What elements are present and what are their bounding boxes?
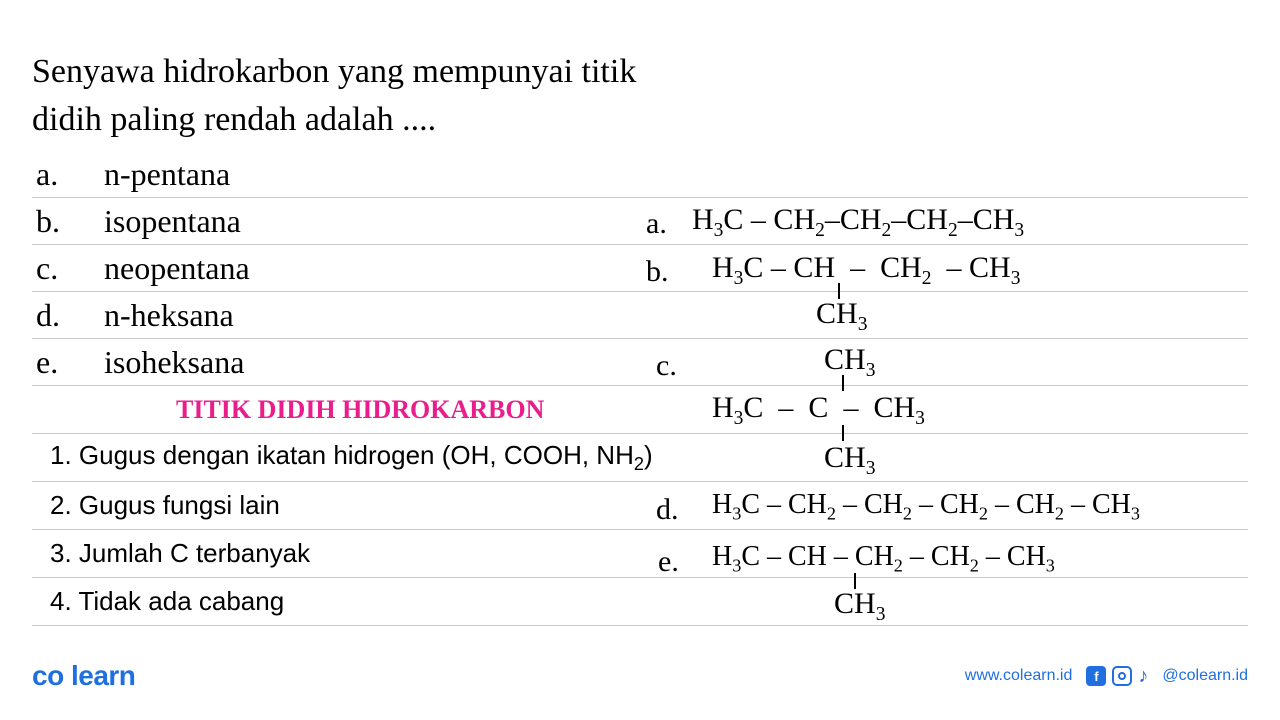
question-line2: didih paling rendah adalah ....: [32, 101, 436, 138]
option-e-row: e. isoheksana: [32, 339, 1248, 386]
structure-e-branch: CH3: [834, 589, 885, 625]
notes-title-row: TITIK DIDIH HIDROKARBON: [32, 386, 1248, 434]
footer-handle: @colearn.id: [1162, 667, 1248, 685]
structure-e-label: e.: [658, 547, 679, 577]
tiktok-icon: ♪: [1138, 665, 1148, 688]
option-c-letter: c.: [36, 250, 104, 287]
structure-c-label: c.: [656, 351, 677, 381]
option-d-letter: d.: [36, 297, 104, 334]
option-e-text: isoheksana: [104, 344, 244, 381]
structure-c-bond-top: [842, 375, 844, 391]
note-4-text: 4. Tidak ada cabang: [36, 586, 284, 617]
structure-c-bottom: CH3: [824, 443, 875, 479]
option-b-text: isopentana: [104, 203, 241, 240]
note-1-text: 1. Gugus dengan ikatan hidrogen (OH, COO…: [36, 440, 653, 475]
structure-e-main: H3C – CH – CH2 – CH2 – CH3: [712, 543, 1055, 575]
option-d-text: n-heksana: [104, 297, 234, 334]
option-b-letter: b.: [36, 203, 104, 240]
option-d-row: d. n-heksana: [32, 292, 1248, 339]
structure-a-label: a.: [646, 209, 667, 239]
option-c-row: c. neopentana: [32, 245, 1248, 292]
note-3-row: 3. Jumlah C terbanyak: [32, 530, 1248, 578]
question-text: Senyawa hidrokarbon yang mempunyai titik…: [32, 48, 1248, 143]
instagram-icon: [1112, 666, 1132, 686]
note-1-row: 1. Gugus dengan ikatan hidrogen (OH, COO…: [32, 434, 1248, 482]
social-icons: f ♪: [1086, 665, 1148, 688]
option-b-row: b. isopentana: [32, 198, 1248, 245]
logo-co: co: [32, 660, 64, 691]
structure-d: H3C – CH2 – CH2 – CH2 – CH2 – CH3: [712, 491, 1140, 523]
option-a-row: a. n-pentana: [32, 151, 1248, 198]
facebook-icon: f: [1086, 666, 1106, 686]
logo-dot: [64, 660, 71, 691]
structure-c-bond-bottom: [842, 425, 844, 441]
structure-c-main: H3C – C – CH3: [712, 393, 925, 429]
structure-a: H3C – CH2–CH2–CH2–CH3: [692, 205, 1024, 241]
note-3-text: 3. Jumlah C terbanyak: [36, 538, 310, 569]
options-area: a. n-pentana b. isopentana c. neopentana…: [32, 151, 1248, 626]
logo-learn: learn: [71, 660, 135, 691]
footer-right: www.colearn.id f ♪ @colearn.id: [965, 665, 1248, 688]
notes-title: TITIK DIDIH HIDROKARBON: [36, 395, 1248, 425]
option-c-text: neopentana: [104, 250, 250, 287]
structure-b-branch: CH3: [816, 299, 867, 335]
option-a-text: n-pentana: [104, 156, 230, 193]
structure-b-label: b.: [646, 257, 669, 287]
question-line1: Senyawa hidrokarbon yang mempunyai titik: [32, 53, 636, 90]
footer: co learn www.colearn.id f ♪ @colearn.id: [0, 660, 1280, 692]
note-2-text: 2. Gugus fungsi lain: [36, 490, 280, 521]
note-4-row: 4. Tidak ada cabang: [32, 578, 1248, 626]
footer-url: www.colearn.id: [965, 667, 1073, 685]
structure-b-main: H3C – CH – CH2 – CH3: [712, 253, 1020, 289]
structure-d-label: d.: [656, 495, 679, 525]
option-a-letter: a.: [36, 156, 104, 193]
structure-c-top: CH3: [824, 345, 875, 381]
option-e-letter: e.: [36, 344, 104, 381]
logo: co learn: [32, 660, 135, 692]
